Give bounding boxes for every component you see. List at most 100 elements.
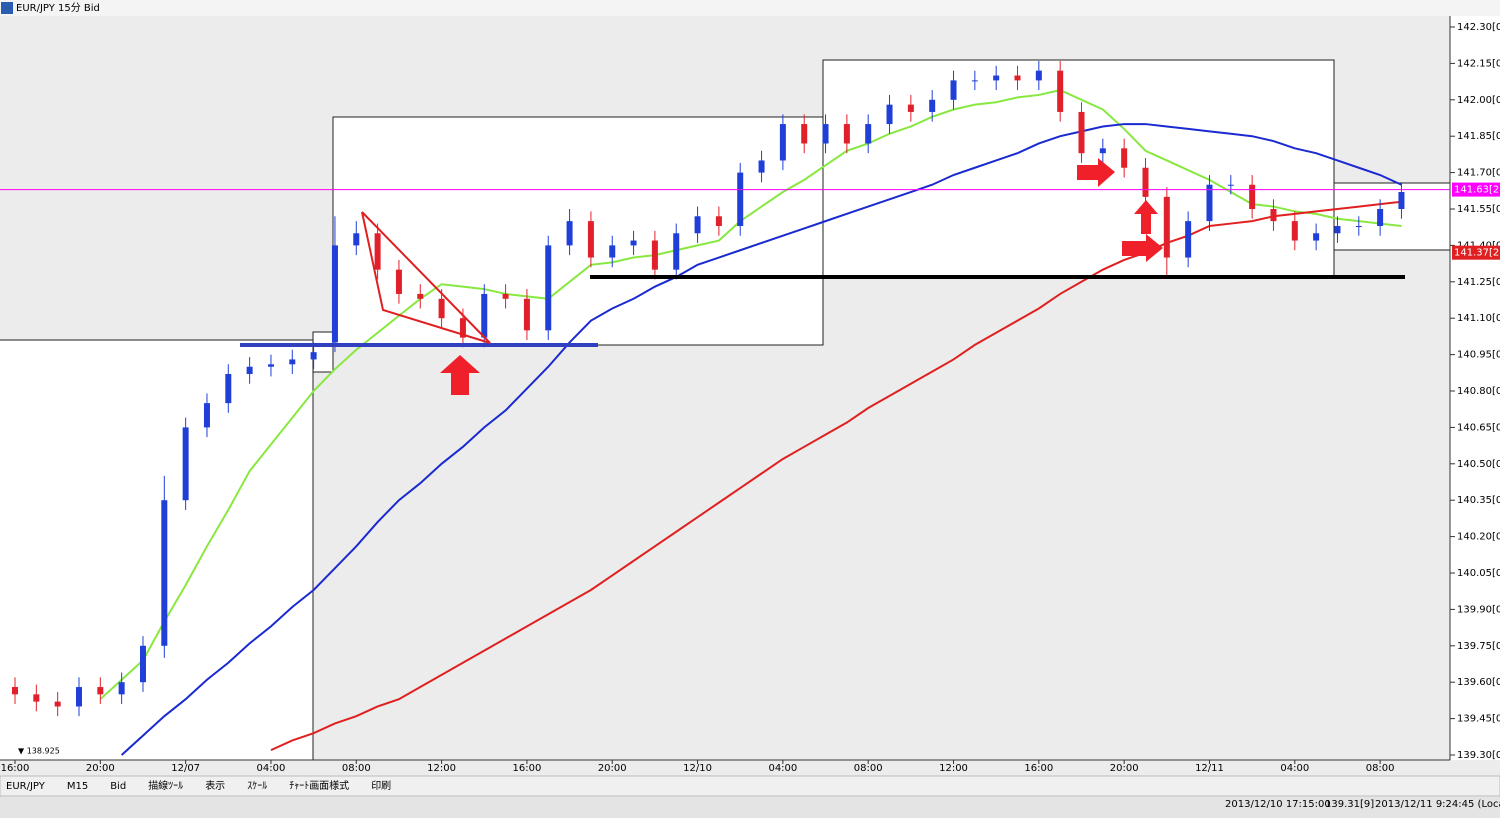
y-tick-label: 141.10[0] [1457, 313, 1500, 324]
y-tick-label: 139.75[0] [1457, 641, 1500, 652]
y-tick-label: 140.05[0] [1457, 568, 1500, 579]
candle-body [374, 233, 381, 270]
candle-body [75, 687, 82, 707]
moving-average [120, 123, 1402, 756]
candle-body [971, 80, 978, 82]
x-tick-label: 20:00 [1110, 763, 1139, 774]
candle-body [737, 172, 744, 226]
candle-body [1334, 225, 1341, 234]
candle-body [1163, 196, 1170, 258]
x-tick-label: 12:00 [939, 763, 968, 774]
y-tick-label: 141.85[0] [1457, 131, 1500, 142]
candle-body [758, 160, 765, 173]
toolbar-items: EUR/JPY M15 Bid 描線ﾂｰﾙ 表示 ｽｹｰﾙ ﾁｬｰﾄ画面様式 印刷 [6, 779, 391, 792]
candle-body [1270, 209, 1277, 222]
y-tick-label: 140.35[0] [1457, 495, 1500, 506]
candle-body [843, 124, 850, 144]
candle-body [1099, 148, 1106, 154]
candle-body [203, 403, 210, 428]
candle-body [1206, 184, 1213, 222]
y-tick-label: 139.60[0] [1457, 677, 1500, 688]
toolbar-button[interactable]: EUR/JPY [6, 781, 46, 792]
y-tick-label: 141.25[0] [1457, 277, 1500, 288]
x-tick-label: 12/07 [171, 763, 200, 774]
toolbar-button[interactable]: 表示 [205, 779, 225, 792]
window-title: EUR/JPY 15分 Bid [16, 2, 100, 14]
candle-body [779, 124, 786, 161]
x-tick-label: 08:00 [1366, 763, 1395, 774]
candle-body [545, 245, 552, 331]
candle-body [33, 694, 40, 702]
y-tick-label: 142.00[0] [1457, 95, 1500, 106]
y-tick-label: 140.65[0] [1457, 422, 1500, 433]
toolbar-button[interactable]: 印刷 [371, 780, 391, 792]
app-icon [1, 2, 13, 14]
x-tick-label: 04:00 [1280, 763, 1309, 774]
toolbar-button[interactable]: 描線ﾂｰﾙ [148, 779, 183, 792]
candle-body [950, 80, 957, 100]
x-tick-label: 08:00 [854, 763, 883, 774]
x-tick-label: 16:00 [513, 763, 542, 774]
x-tick-label: 12/11 [1195, 763, 1224, 774]
low-marker: ▼ 138.925 [18, 747, 60, 756]
toolbar-button[interactable]: ｽｹｰﾙ [247, 780, 267, 792]
candle-body [1355, 225, 1362, 227]
candle-body [12, 687, 18, 695]
candle-body [1313, 233, 1320, 241]
candle-body [609, 245, 616, 258]
candle-body [1057, 70, 1064, 112]
session-box [0, 340, 313, 760]
status-local: 2013/12/11 9:24:45 (Local) [1375, 799, 1500, 810]
toolbar-button[interactable]: ﾁｬｰﾄ画面様式 [289, 779, 349, 792]
candle-body [1035, 70, 1042, 81]
candle-body [1078, 111, 1085, 154]
candle-body [801, 124, 808, 144]
y-tick-label: 142.15[0] [1457, 58, 1500, 69]
candle-body [822, 124, 829, 144]
y-tick-label: 140.95[0] [1457, 350, 1500, 361]
candle-body [1227, 184, 1234, 186]
candle-body [865, 124, 872, 144]
candle-body [246, 366, 253, 375]
y-tick-label: 142.30[0] [1457, 22, 1500, 33]
y-tick-label: 139.30[0] [1457, 750, 1500, 761]
session-box [332, 116, 824, 346]
toolbar [0, 775, 1500, 797]
x-tick-label: 12:00 [427, 763, 456, 774]
status-bar [0, 797, 1500, 818]
price-tag [1452, 182, 1500, 197]
x-tick-label: 20:00 [86, 763, 115, 774]
candle-body [118, 682, 125, 695]
candle-body [673, 233, 680, 270]
candle-body [886, 104, 893, 125]
candle-body [993, 75, 1000, 81]
x-tick-label: 16:00 [1, 763, 30, 774]
candle-body [310, 352, 317, 360]
y-axis-panel [1450, 16, 1500, 760]
candle-body [182, 427, 189, 501]
session-box [1333, 182, 1451, 251]
candle-body [715, 216, 722, 226]
moving-average [99, 89, 1402, 700]
arrow-right [1077, 158, 1115, 187]
candle-body [225, 374, 232, 404]
candle-body [1249, 184, 1256, 209]
triangle-pattern [361, 211, 491, 344]
candle-body [139, 645, 146, 683]
candle-body [161, 500, 168, 646]
x-tick-label: 20:00 [598, 763, 627, 774]
arrow-up [1134, 200, 1158, 234]
toolbar-button[interactable]: M15 [67, 781, 88, 792]
candle-body [1377, 209, 1384, 226]
y-tick-label: 139.90[0] [1457, 604, 1500, 615]
session-box [312, 331, 334, 373]
candle-body [481, 293, 488, 338]
candle-body [97, 687, 104, 695]
x-tick-label: 12/10 [683, 763, 712, 774]
y-tick-label: 141.55[0] [1457, 204, 1500, 215]
toolbar-button[interactable]: Bid [110, 781, 126, 792]
candle-body [395, 269, 402, 294]
y-tick-label: 140.50[0] [1457, 459, 1500, 470]
